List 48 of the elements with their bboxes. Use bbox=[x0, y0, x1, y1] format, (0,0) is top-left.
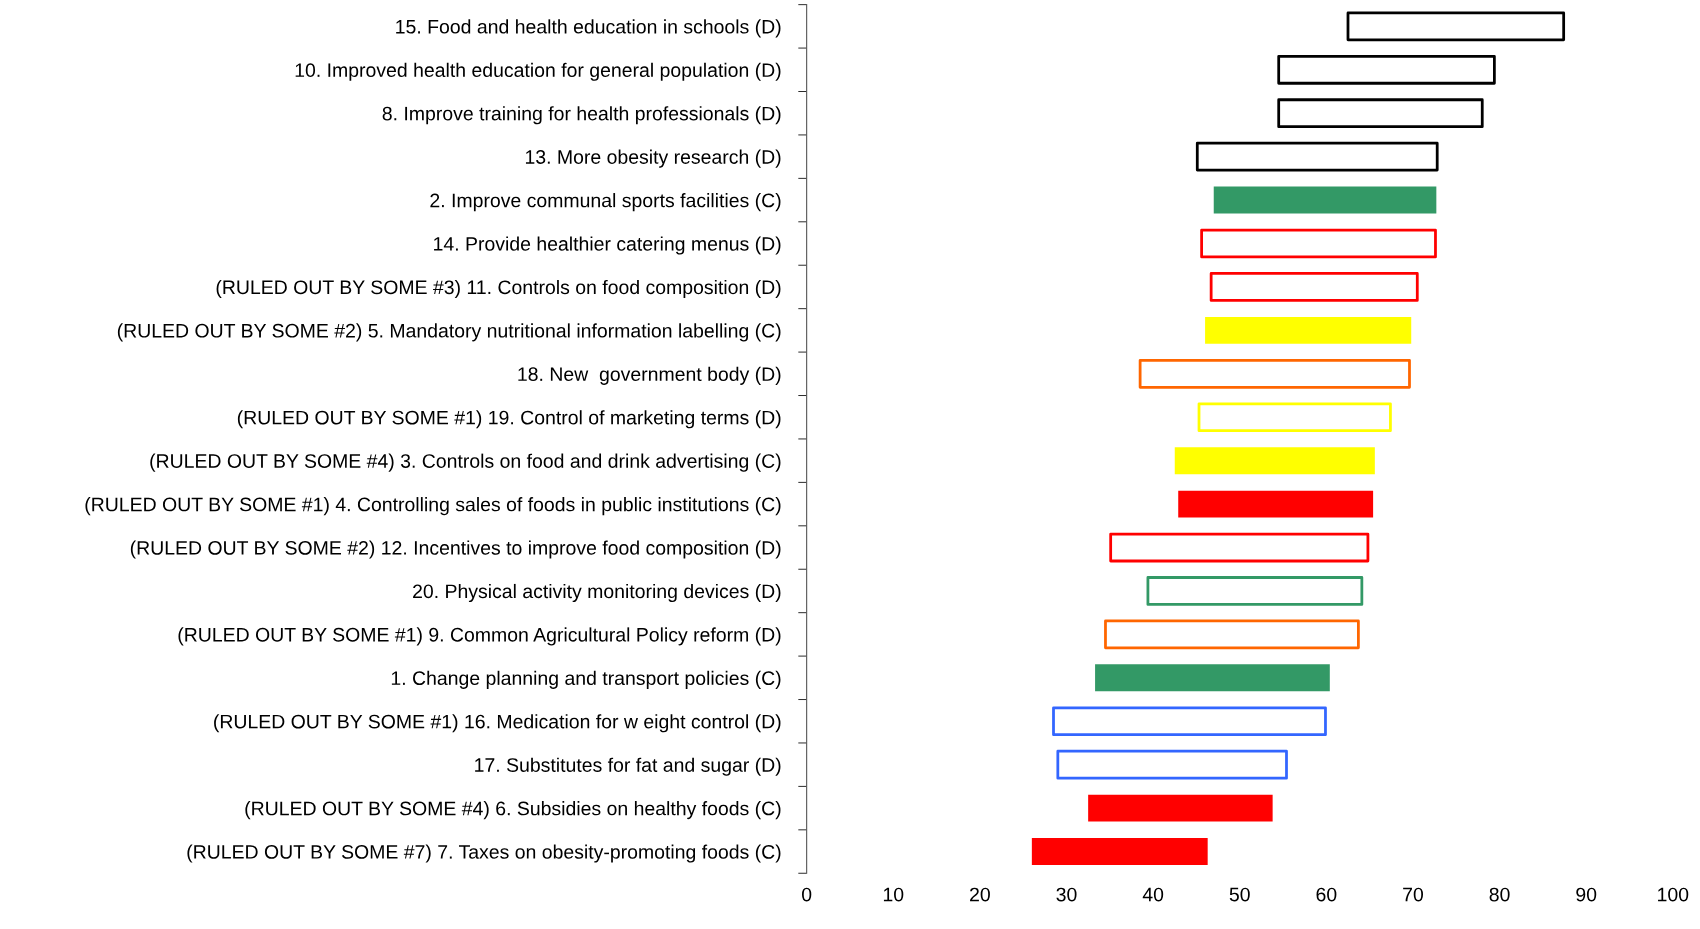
y-tick-label: (RULED OUT BY SOME #3) 11. Controls on food composition (D) bbox=[216, 279, 781, 299]
bar bbox=[1195, 141, 1439, 172]
bar bbox=[1052, 706, 1327, 737]
x-tick-label: 20 bbox=[970, 887, 990, 902]
x-tick-label: 0 bbox=[802, 887, 812, 902]
bar bbox=[1197, 402, 1392, 433]
y-tick-label: (RULED OUT BY SOME #1) 9. Common Agricultural Policy reform (D) bbox=[178, 627, 781, 646]
x-tick-label: 100 bbox=[1658, 887, 1689, 902]
bar bbox=[1346, 11, 1566, 42]
x-tick-label: 60 bbox=[1316, 887, 1337, 902]
bar bbox=[1095, 664, 1330, 692]
bar bbox=[1174, 447, 1375, 475]
y-tick-label: (RULED OUT BY SOME #1) 16. Medication for w eight control (D) bbox=[214, 714, 781, 733]
y-tick-label: 18. New government body (D) bbox=[518, 366, 781, 385]
y-tick-label: 2. Improve communal sports facilities (C) bbox=[430, 193, 781, 212]
y-tick-label: (RULED OUT BY SOME #2) 12. Incentives to improve food composition (D) bbox=[130, 540, 781, 559]
x-tick-label: 70 bbox=[1403, 887, 1424, 902]
bar bbox=[1088, 794, 1273, 822]
y-tick-label: 10. Improved health education for general population (D) bbox=[295, 62, 781, 81]
x-tick-label: 90 bbox=[1576, 887, 1597, 902]
y-tick-label: 13. More obesity research (D) bbox=[525, 149, 781, 168]
bar bbox=[1056, 749, 1288, 780]
bar bbox=[1146, 576, 1364, 606]
y-tick-label: 20. Physical activity monitoring devices (D) bbox=[413, 583, 781, 603]
x-tick-label: 80 bbox=[1489, 887, 1510, 902]
y-tick-label: (RULED OUT BY SOME #4) 6. Subsidies on healthy foods (C) bbox=[245, 801, 781, 820]
x-tick-label: 10 bbox=[883, 887, 904, 902]
bar bbox=[1213, 186, 1437, 214]
x-tick-label: 30 bbox=[1056, 887, 1077, 902]
bar bbox=[1104, 619, 1360, 650]
bar bbox=[1277, 98, 1484, 129]
y-tick-label: 8. Improve training for health professionals (D) bbox=[382, 106, 781, 125]
y-tick-label: 17. Substitutes for fat and sugar (D) bbox=[475, 757, 781, 776]
y-tick-label: (RULED OUT BY SOME #2) 5. Mandatory nutritional information labelling (C) bbox=[117, 323, 781, 342]
x-tick-label: 50 bbox=[1229, 887, 1250, 902]
y-tick-label: (RULED OUT BY SOME #1) 4. Controlling sales of foods in public institutions (C) bbox=[85, 497, 781, 516]
y-tick-label: 1. Change planning and transport policies (C) bbox=[391, 670, 781, 689]
bar bbox=[1277, 54, 1496, 85]
y-tick-label: 15. Food and health education in schools (D) bbox=[396, 19, 781, 38]
y-tick-label: (RULED OUT BY SOME #1) 19. Control of marketing terms (D) bbox=[237, 410, 781, 429]
bar bbox=[1205, 316, 1412, 344]
bar bbox=[1178, 490, 1374, 518]
bar bbox=[1031, 838, 1208, 866]
x-tick-label: 40 bbox=[1142, 887, 1164, 902]
y-tick-label: (RULED OUT BY SOME #7) 7. Taxes on obesity-promoting foods (C) bbox=[187, 844, 781, 863]
bar bbox=[1138, 358, 1411, 389]
y-tick-label: 14. Provide healthier catering menus (D) bbox=[434, 236, 781, 255]
y-tick-label: (RULED OUT BY SOME #4) 3. Controls on food and drink advertising (C) bbox=[150, 453, 781, 472]
